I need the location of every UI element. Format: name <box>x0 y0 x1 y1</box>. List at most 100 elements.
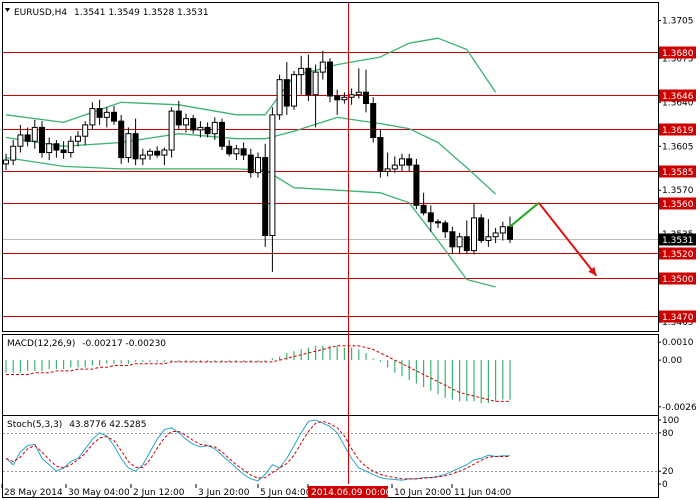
candle-body <box>420 204 427 214</box>
chart-header-symbol: EURUSD,H4 1.3541 1.3549 1.3528 1.3531 <box>14 8 209 18</box>
forecast-arrows <box>509 202 598 277</box>
crosshair-time-label: 2014.06.09 00:00 <box>311 488 392 498</box>
candle-body <box>507 226 513 240</box>
candle-body <box>233 148 240 155</box>
candle-body <box>161 149 168 156</box>
time-axis-label: 10 Jun 20:00 <box>394 488 451 498</box>
level-label: 1.3470 <box>662 313 694 323</box>
price-scale-label: 1.3640 <box>662 98 694 108</box>
candle-body <box>435 221 441 224</box>
candle-body <box>219 121 225 147</box>
candle-body <box>190 118 197 131</box>
time-axis-label: 30 May 04:00 <box>68 488 130 498</box>
price-scale: 1.37051.36751.36401.36051.35701.35351.35… <box>658 17 697 490</box>
candle-body <box>391 164 398 170</box>
level-label-box <box>659 272 696 285</box>
candle-body <box>298 67 305 76</box>
candle-body <box>406 158 413 166</box>
stoch-scale-label: 100 <box>662 416 679 426</box>
candle-body <box>370 103 377 138</box>
candle-body <box>125 133 132 159</box>
level-label-box <box>659 165 696 178</box>
candlesticks <box>3 50 513 272</box>
level-label-box <box>659 46 696 59</box>
candle-body <box>240 148 247 156</box>
candle-body <box>111 111 117 122</box>
level-label-box <box>659 310 696 323</box>
candle-body <box>442 222 449 233</box>
macd-scale-label: 0.0010 <box>662 338 694 348</box>
level-label-box <box>659 197 696 210</box>
level-label-box <box>659 89 696 102</box>
candle-body <box>269 114 276 236</box>
candle-body <box>427 212 434 223</box>
collapse-triangle-icon[interactable] <box>5 8 10 12</box>
candle-body <box>10 145 17 161</box>
candle-body <box>499 226 506 234</box>
candle-body <box>327 61 333 97</box>
stoch-header: Stoch(5,3,3) 43.8776 42.5285 <box>7 420 147 430</box>
candle-body <box>197 126 204 131</box>
crosshair-time-box <box>308 486 388 498</box>
forecast-down-line <box>538 202 598 277</box>
candle-body <box>118 120 125 159</box>
level-label-box <box>659 247 696 260</box>
macd-signal-line <box>6 345 510 402</box>
candle-body <box>478 217 485 242</box>
candle-body <box>291 74 297 107</box>
price-scale-label: 1.3465 <box>662 318 694 328</box>
level-label: 1.3585 <box>662 168 694 178</box>
macd-scale-label: 0.00 <box>662 356 682 366</box>
candle-body <box>355 91 362 96</box>
candle-body <box>226 145 233 155</box>
stoch-signal-line <box>5 420 510 480</box>
candle-body <box>31 126 38 142</box>
current-price-box <box>659 233 696 246</box>
level-label: 1.3500 <box>662 275 694 285</box>
candle-body <box>147 150 153 156</box>
candle-body <box>183 118 189 126</box>
candle-body <box>413 164 420 206</box>
candle-body <box>334 95 341 101</box>
candle-body <box>175 110 182 126</box>
bollinger-upper-line <box>5 37 497 124</box>
candle-body <box>89 108 96 126</box>
forecast-arrowhead-icon <box>588 266 597 276</box>
stoch-scale-label: 0 <box>662 480 668 490</box>
candle-body <box>247 154 254 174</box>
candle-body <box>363 91 369 105</box>
time-axis-label: 28 May 2014 <box>4 488 63 498</box>
price-scale-label: 1.3705 <box>662 17 694 27</box>
candle-body <box>492 232 499 238</box>
candle-body <box>17 134 24 147</box>
candle-body <box>132 133 139 160</box>
stochastic-series <box>3 419 658 482</box>
level-label: 1.3520 <box>662 250 694 260</box>
candle-body <box>75 135 81 142</box>
time-axis-label: 11 Jun 04:00 <box>454 488 511 498</box>
candle-body <box>24 134 31 142</box>
candle-body <box>449 231 456 248</box>
candle-body <box>276 79 283 116</box>
candle-body <box>255 157 261 174</box>
candle-body <box>53 143 60 151</box>
candle-body <box>3 159 9 165</box>
current-price-label: 1.3531 <box>662 236 694 246</box>
price-pane-border <box>2 2 659 332</box>
candle-body <box>341 96 348 101</box>
candle-body <box>471 217 477 252</box>
candle-body <box>463 236 470 252</box>
candle-body <box>348 94 355 98</box>
forecast-up-line <box>509 202 540 228</box>
candle-body <box>103 111 110 118</box>
level-label: 1.3646 <box>662 92 694 102</box>
candle-body <box>139 154 146 160</box>
candle-body <box>82 124 89 137</box>
candle-body <box>456 236 463 248</box>
candle-body <box>305 67 312 96</box>
candle-body <box>485 236 492 242</box>
candle-body <box>168 110 175 151</box>
candle-body <box>39 126 45 154</box>
time-axis: 28 May 2014 30 May 04:00 2 Jun 12:00 3 Jun … <box>1 484 511 498</box>
